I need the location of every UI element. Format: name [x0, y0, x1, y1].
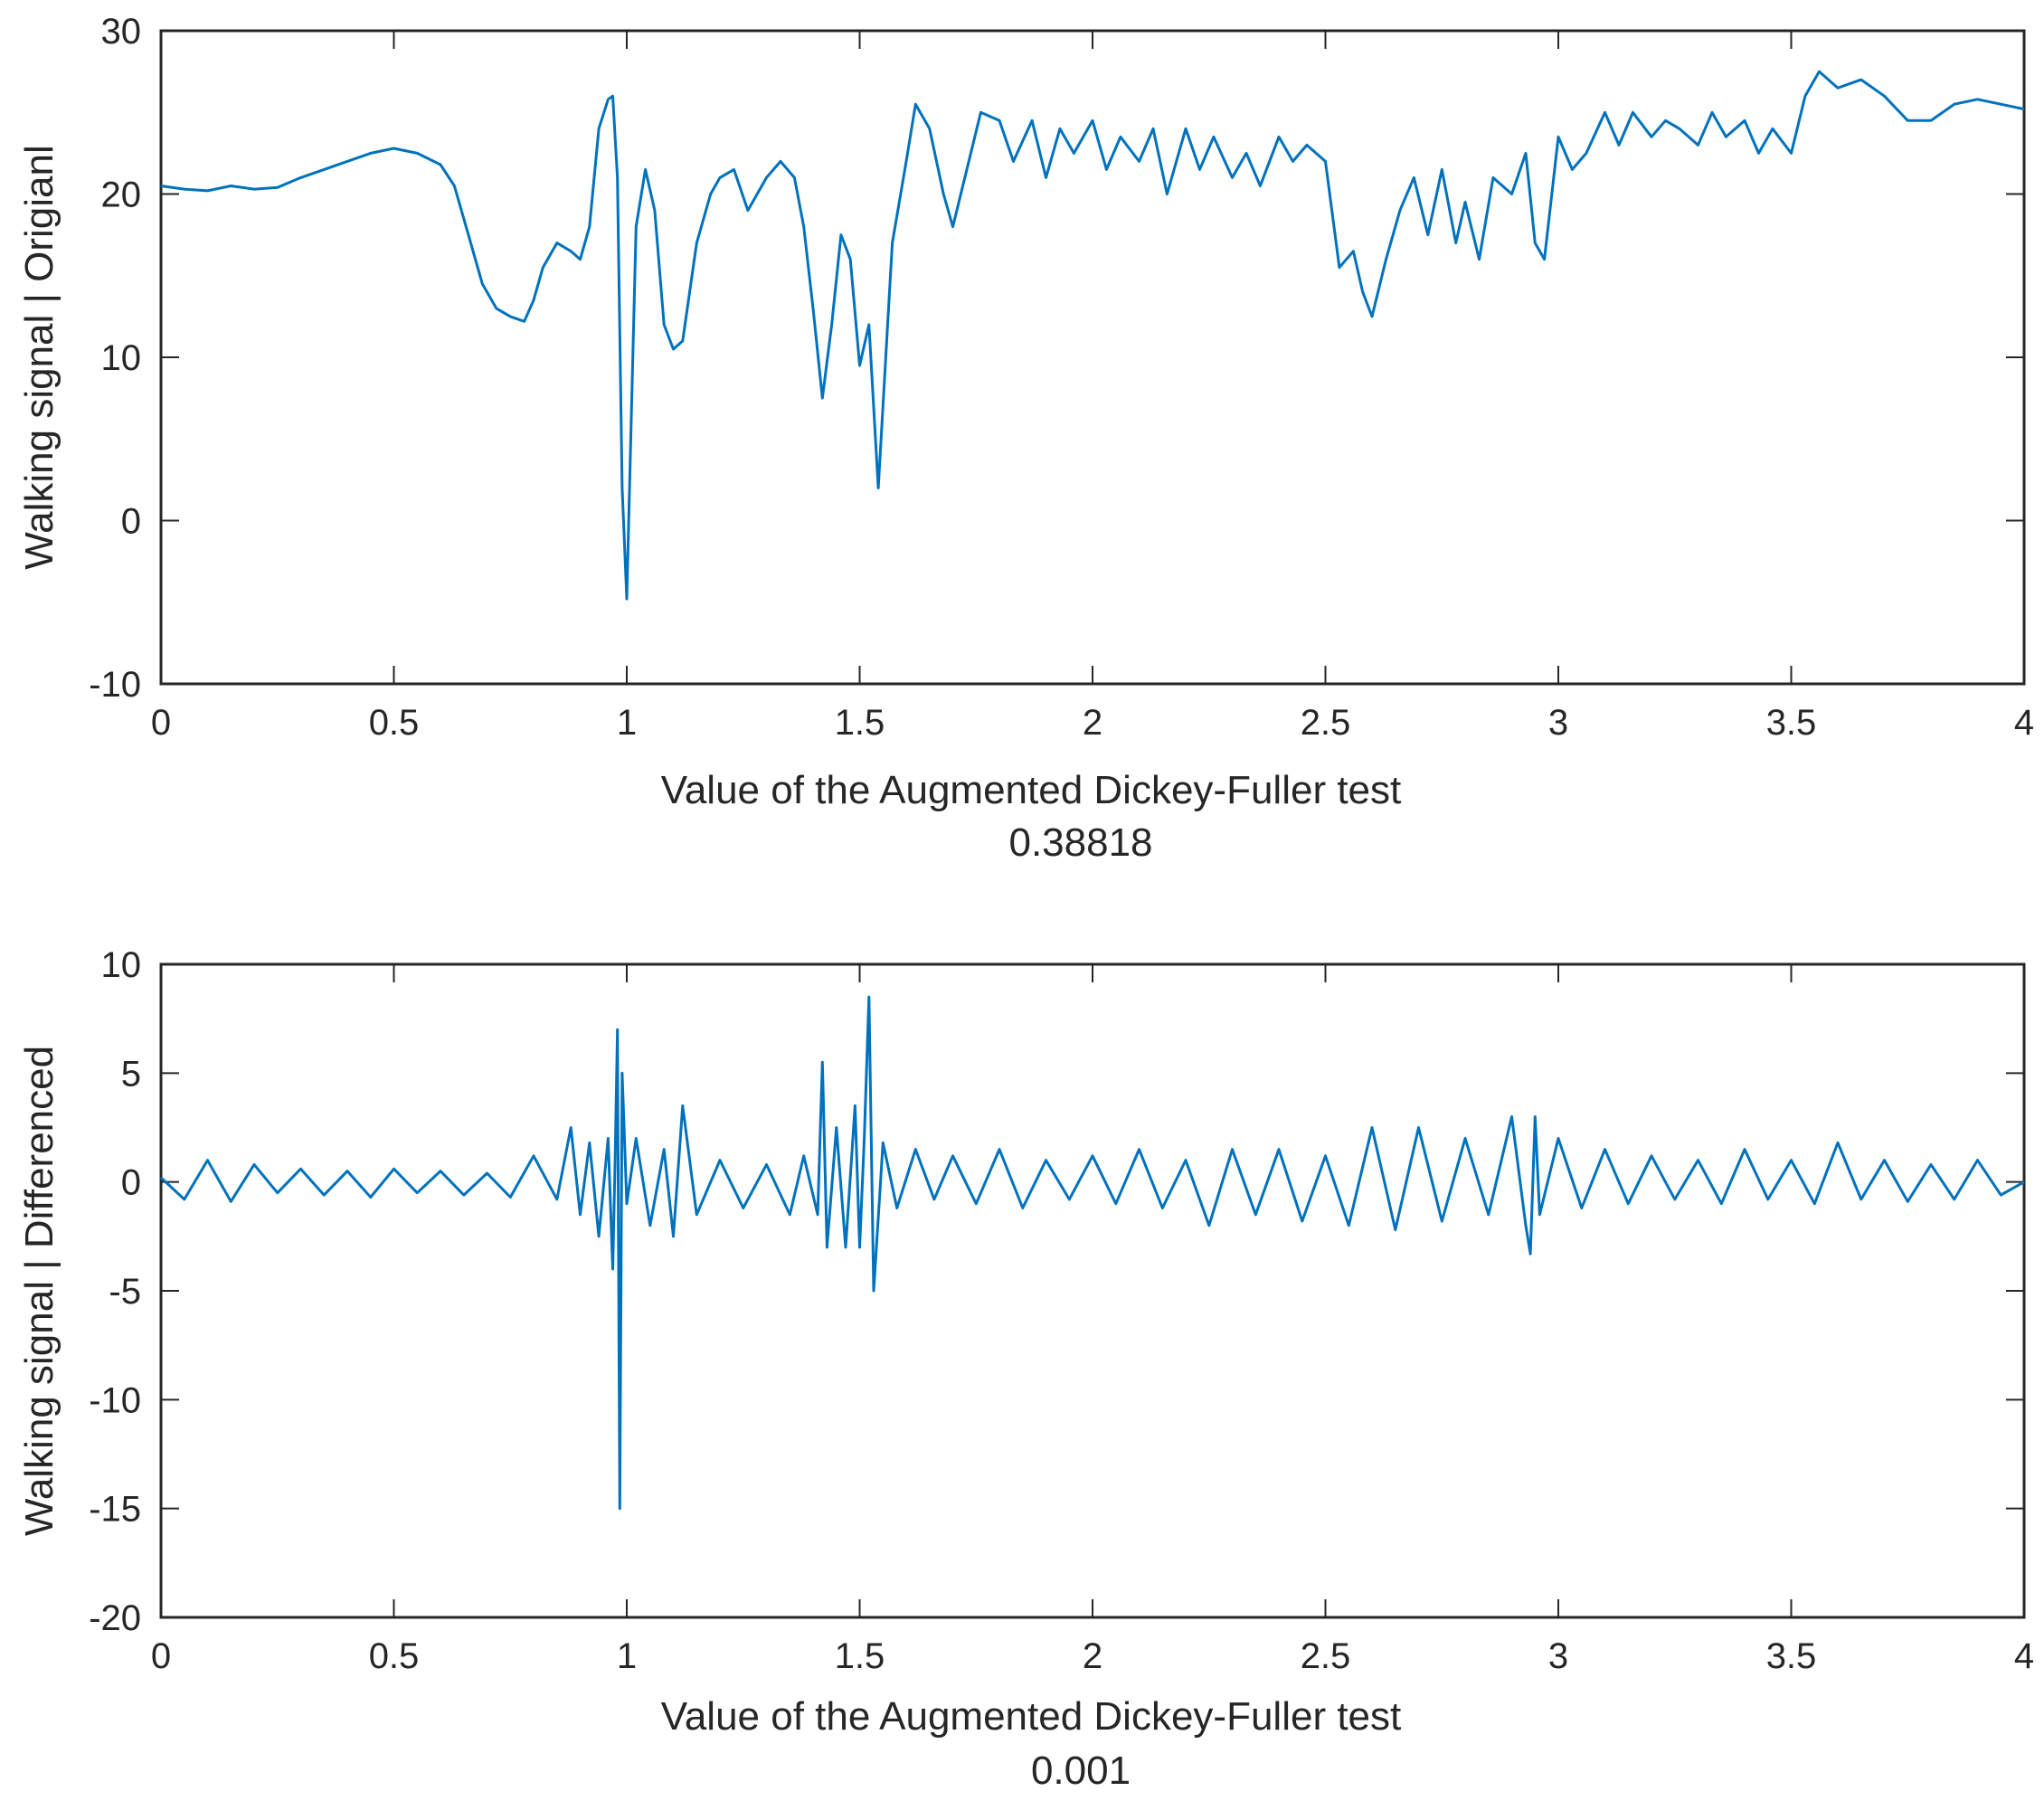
x-tick-label-top-6: 3	[1548, 703, 1568, 743]
x-tick-label-top-1: 0.5	[369, 703, 420, 743]
y-axis-label-bottom: Walking signal | Differenced	[17, 1046, 62, 1536]
x-tick-label-bottom-7: 3.5	[1766, 1636, 1817, 1676]
x-tick-label-top-7: 3.5	[1766, 703, 1817, 743]
adf-value-top: 0.38818	[1008, 820, 1152, 865]
chart-bottom: 0 0.5 1 1.5 2 2.5 3 3.5 4 -20 -15 -10 -5 0 5 10 Walking…	[17, 945, 2034, 1793]
y-tick-label-bottom-4: 0	[121, 1163, 141, 1203]
ticks-bottom	[160, 963, 2025, 1618]
x-tick-label-bottom-2: 1	[617, 1636, 637, 1676]
x-tick-label-bottom-0: 0	[151, 1636, 171, 1676]
y-tick-label-bottom-1: -15	[89, 1490, 141, 1530]
x-axis-label-bottom: Value of the Augmented Dickey-Fuller tes…	[661, 1694, 1402, 1739]
x-tick-label-top-8: 4	[2014, 703, 2034, 743]
x-axis-label-top: Value of the Augmented Dickey-Fuller tes…	[661, 768, 1402, 812]
y-tick-label-bottom-0: -20	[89, 1598, 141, 1638]
x-tick-label-top-4: 2	[1083, 703, 1102, 743]
x-tick-label-top-2: 1	[617, 703, 637, 743]
axes-frame-bottom	[159, 962, 2026, 1619]
x-tick-label-bottom-5: 2.5	[1301, 1636, 1351, 1676]
x-tick-label-bottom-1: 0.5	[369, 1636, 420, 1676]
y-axis-label-top: Walking signal | Origianl	[17, 145, 62, 570]
axes-frame-top	[159, 29, 2026, 686]
y-tick-label-top-0: -10	[89, 665, 141, 705]
y-tick-label-bottom-6: 10	[101, 945, 142, 985]
x-tick-label-top-5: 2.5	[1301, 703, 1351, 743]
x-tick-label-bottom-3: 1.5	[835, 1636, 885, 1676]
ticks-top	[160, 30, 2025, 685]
y-tick-label-top-2: 10	[101, 338, 142, 378]
x-tick-label-bottom-8: 4	[2014, 1636, 2034, 1676]
series-line-original	[160, 70, 2025, 601]
x-tick-label-top-3: 1.5	[835, 703, 885, 743]
x-tick-label-top-0: 0	[151, 703, 171, 743]
y-tick-label-bottom-5: 5	[121, 1054, 141, 1094]
y-tick-label-top-3: 20	[101, 175, 142, 215]
y-tick-label-top-4: 30	[101, 12, 142, 52]
y-tick-label-bottom-3: -5	[109, 1272, 141, 1312]
y-tick-label-top-1: 0	[121, 502, 141, 542]
x-tick-label-bottom-6: 3	[1548, 1636, 1568, 1676]
x-tick-label-bottom-4: 2	[1083, 1636, 1102, 1676]
tick-labels-bottom: 0 0.5 1 1.5 2 2.5 3 3.5 4 -20 -15 -10 -5 0 5 10	[89, 945, 2034, 1676]
y-tick-label-bottom-2: -10	[89, 1380, 141, 1420]
adf-value-bottom: 0.001	[1031, 1749, 1131, 1793]
series-line-differenced	[159, 995, 2025, 1511]
